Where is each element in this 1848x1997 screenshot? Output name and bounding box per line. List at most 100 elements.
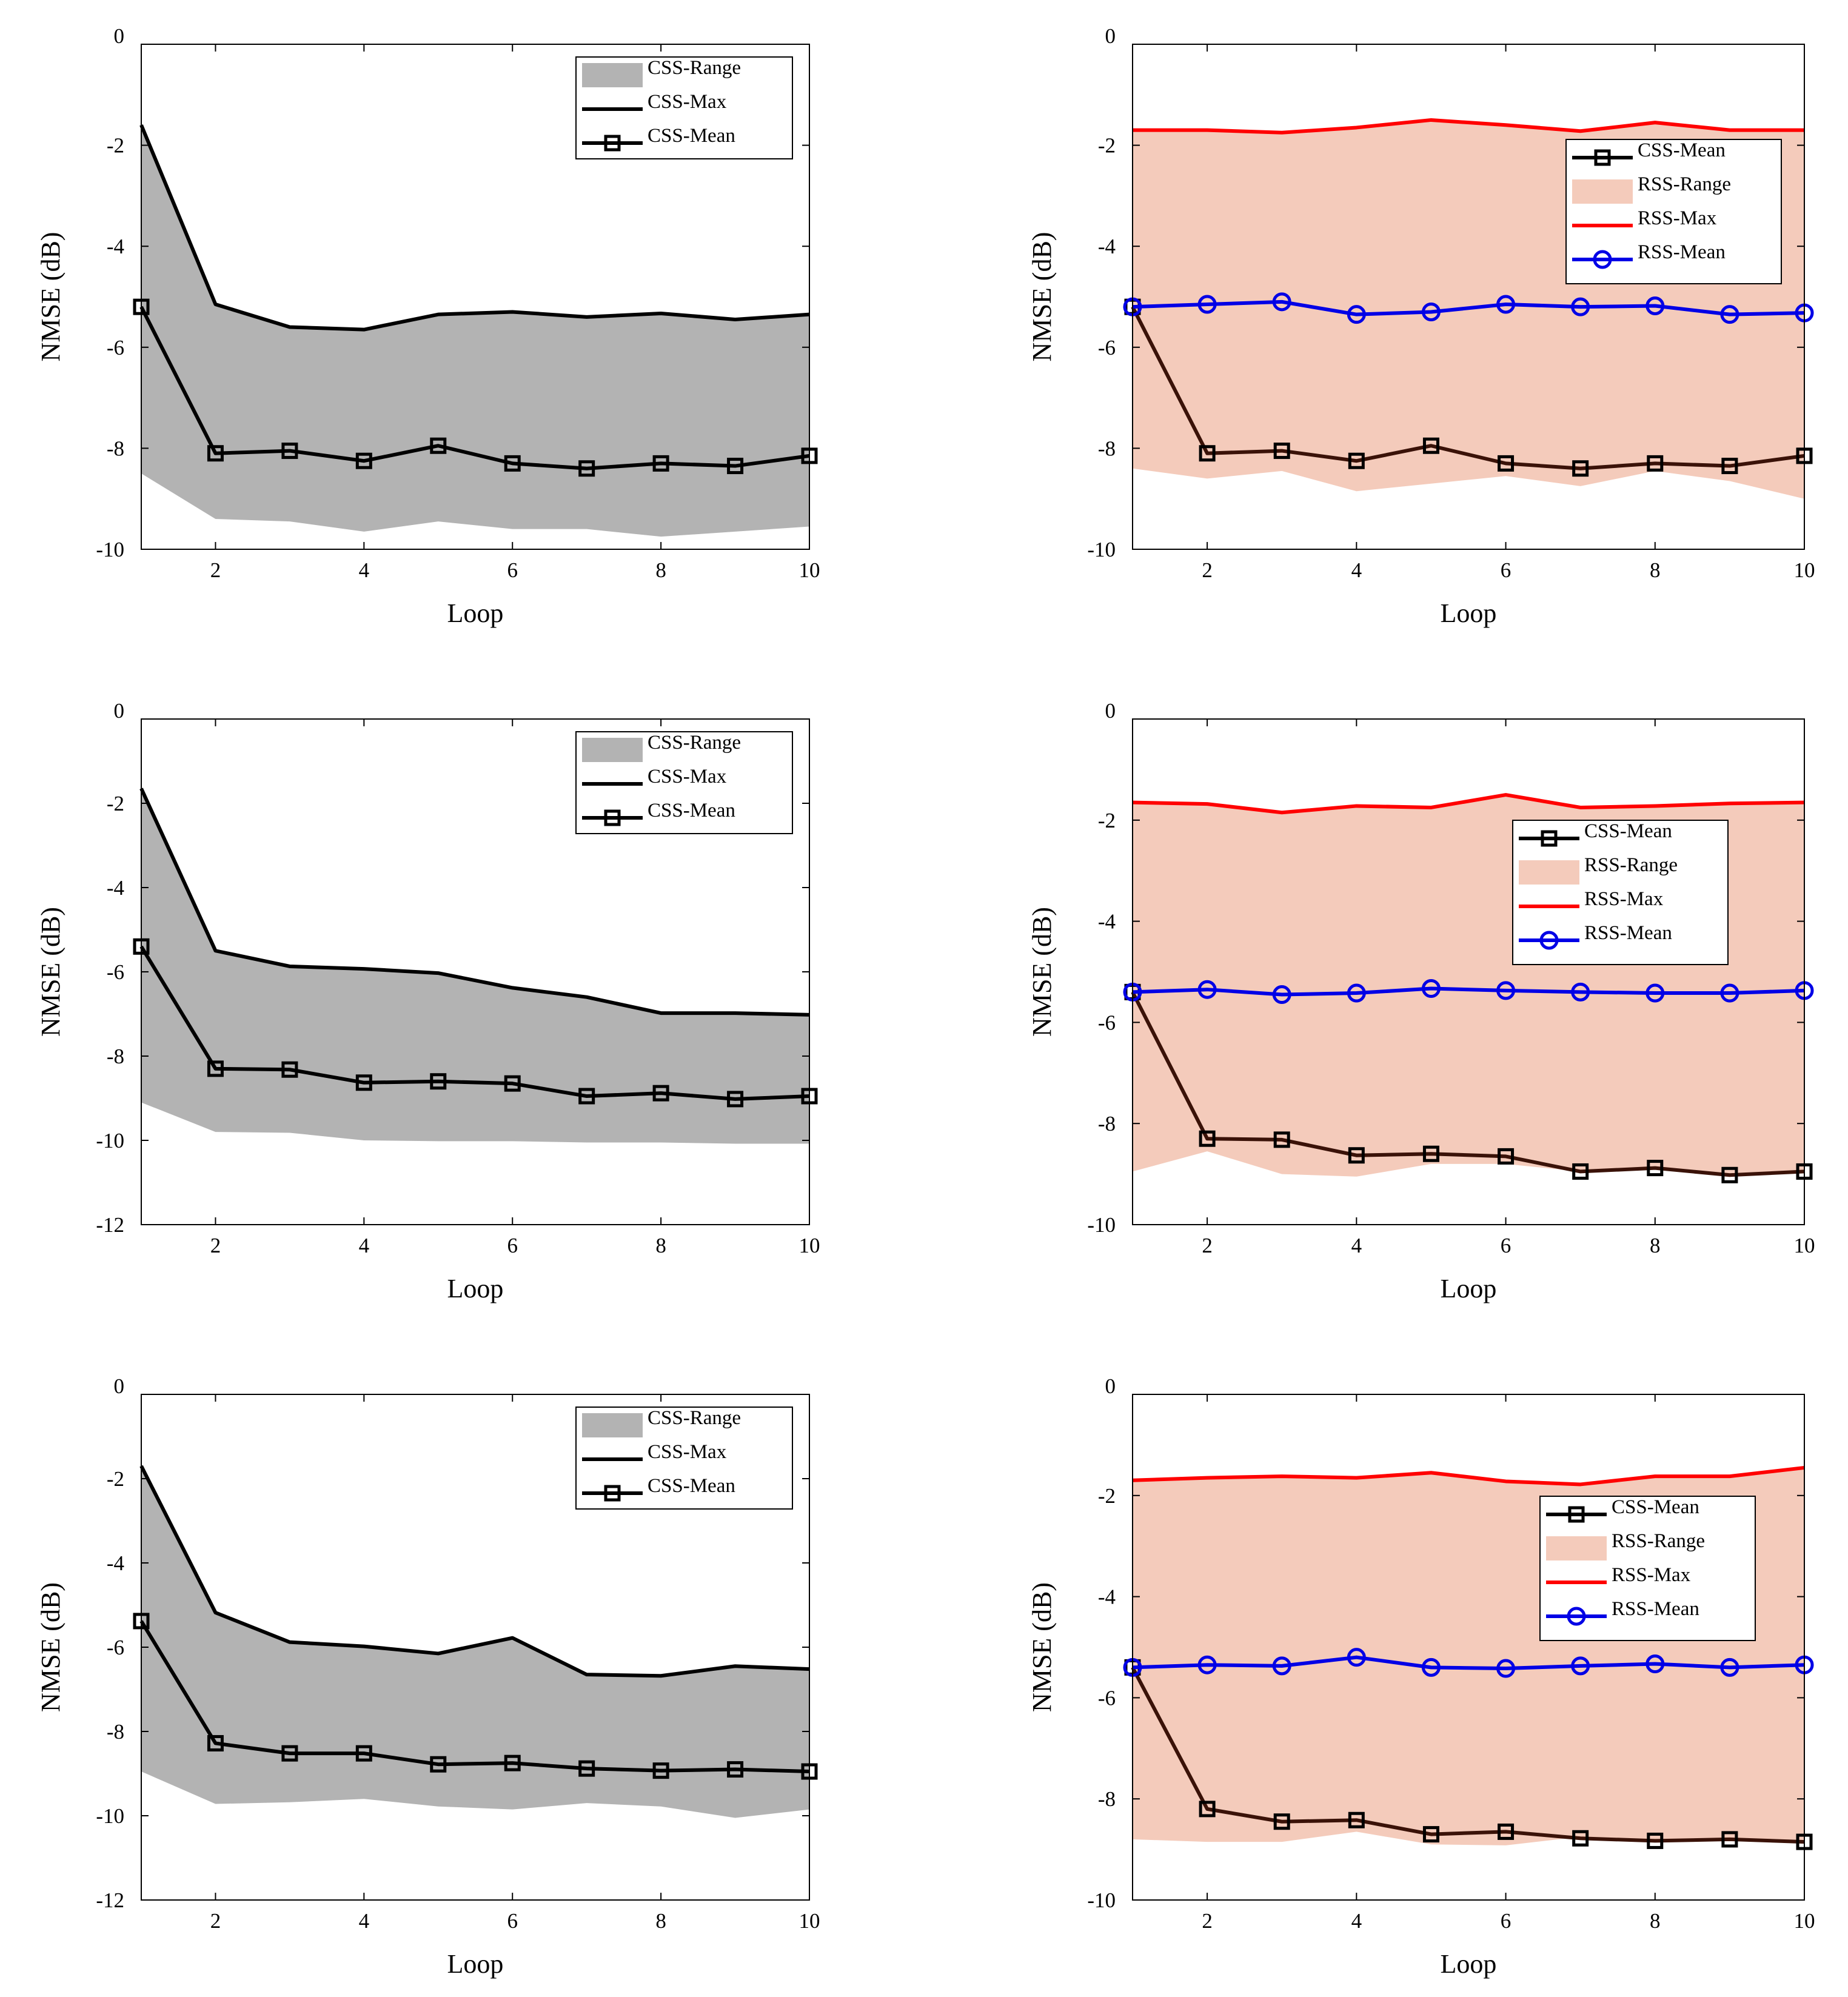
css-mean-marker bbox=[1348, 452, 1365, 469]
rss-mean-marker bbox=[1197, 980, 1217, 999]
legend-item: RSS-Max bbox=[1572, 207, 1717, 229]
rss-mean-marker bbox=[1496, 981, 1516, 1000]
x-tick-label: 4 bbox=[359, 1234, 370, 1257]
css-mean-marker bbox=[207, 1060, 224, 1077]
plot-frame bbox=[1132, 1394, 1805, 1901]
css-mean-marker bbox=[1273, 1131, 1290, 1148]
rss-mean-marker bbox=[1272, 985, 1291, 1005]
legend-swatch-circle bbox=[1567, 1607, 1586, 1626]
legend-swatch-square bbox=[1541, 830, 1558, 847]
css-mean-marker bbox=[727, 458, 744, 475]
legend-item: RSS-Mean bbox=[1572, 241, 1726, 269]
legend-swatch-band bbox=[582, 63, 643, 87]
legend: CSS-Range CSS-Max CSS-Mean bbox=[575, 731, 793, 834]
rss-mean-line bbox=[1132, 986, 1805, 997]
css-mean-marker bbox=[652, 1085, 669, 1102]
legend-label: CSS-Mean bbox=[1638, 139, 1726, 161]
css-mean-marker bbox=[430, 437, 447, 454]
legend-item: CSS-Mean bbox=[1546, 1496, 1699, 1523]
legend-swatch-band bbox=[582, 738, 643, 762]
legend-label: RSS-Mean bbox=[1584, 922, 1672, 944]
chart-bottom-right: 2 4 6 8 10 0 -2 -4 -6 -8 -10 Loop NMSE (dB) CSS-Mean R… bbox=[1027, 1374, 1815, 1979]
css-mean-marker bbox=[1348, 1147, 1365, 1164]
css-mean-marker bbox=[1422, 1145, 1439, 1162]
legend-swatch-band bbox=[1546, 1536, 1607, 1560]
y-axis-label: NMSE (dB) bbox=[36, 907, 65, 1037]
rss-mean-marker bbox=[1421, 1657, 1441, 1677]
css-max-line bbox=[139, 1465, 810, 1678]
y-tick-label: -10 bbox=[1087, 1888, 1116, 1912]
x-tick-label: 8 bbox=[1650, 558, 1661, 582]
rss-mean-marker bbox=[1571, 297, 1590, 316]
legend-item: RSS-Max bbox=[1519, 888, 1664, 910]
x-tick-label: 6 bbox=[507, 558, 518, 582]
css-range-band bbox=[141, 788, 809, 1144]
css-mean-marker bbox=[207, 445, 224, 462]
y-tick-label: -6 bbox=[107, 336, 124, 360]
legend-label: RSS-Range bbox=[1638, 173, 1731, 195]
y-tick-label: -2 bbox=[1098, 134, 1116, 158]
x-tick-label: 10 bbox=[799, 1234, 820, 1257]
css-mean-marker bbox=[652, 1762, 669, 1779]
legend-swatch-band bbox=[1572, 179, 1633, 204]
legend-swatch-square bbox=[604, 1485, 621, 1502]
css-mean-marker bbox=[281, 1061, 298, 1078]
legend-item: CSS-Range bbox=[582, 732, 741, 762]
css-mean-marker bbox=[578, 460, 595, 477]
x-tick-label: 4 bbox=[359, 558, 370, 582]
x-tick-label: 4 bbox=[1351, 558, 1362, 582]
css-mean-marker bbox=[1273, 1813, 1290, 1830]
legend-item: RSS-Mean bbox=[1519, 922, 1672, 950]
css-mean-marker bbox=[1422, 437, 1439, 454]
css-mean-marker bbox=[1199, 445, 1216, 462]
x-axis-label: Loop bbox=[1441, 1949, 1497, 1979]
css-mean-marker bbox=[1199, 1130, 1216, 1147]
y-axis-label: NMSE (dB) bbox=[36, 232, 65, 362]
legend-label: CSS-Range bbox=[648, 732, 741, 754]
rss-mean-marker bbox=[1272, 1656, 1291, 1676]
y-axis-label: NMSE (dB) bbox=[36, 1582, 65, 1712]
css-range-band bbox=[141, 125, 809, 537]
legend-label: RSS-Mean bbox=[1612, 1598, 1699, 1620]
css-max-line bbox=[139, 788, 810, 1017]
css-mean-marker bbox=[1422, 1826, 1439, 1843]
css-mean-marker bbox=[355, 1074, 372, 1091]
rss-mean-marker bbox=[1720, 1657, 1739, 1677]
css-mean-marker bbox=[652, 455, 669, 472]
legend-item: RSS-Range bbox=[1572, 173, 1731, 204]
y-tick-label: -4 bbox=[1098, 1585, 1116, 1609]
y-tick-label: 0 bbox=[1105, 699, 1116, 723]
legend-item: CSS-Mean bbox=[1572, 139, 1726, 166]
css-mean-marker bbox=[504, 1754, 521, 1771]
css-mean-line bbox=[1131, 991, 1805, 1177]
css-mean-marker bbox=[727, 1761, 744, 1778]
y-tick-label: -12 bbox=[96, 1213, 124, 1237]
y-tick-label: -2 bbox=[1098, 809, 1116, 832]
css-mean-marker bbox=[430, 1756, 447, 1773]
x-tick-label: 2 bbox=[210, 1234, 221, 1257]
y-tick-label: -4 bbox=[107, 1551, 124, 1575]
css-mean-marker bbox=[1498, 1823, 1515, 1840]
legend-item: CSS-Max bbox=[582, 91, 727, 113]
y-tick-label: -6 bbox=[1098, 1011, 1116, 1034]
rss-mean-line bbox=[1132, 299, 1805, 316]
legend-label: CSS-Mean bbox=[648, 125, 735, 147]
css-mean-marker bbox=[1721, 1166, 1738, 1183]
css-mean-marker bbox=[504, 1075, 521, 1092]
legend-swatch-square bbox=[604, 809, 621, 826]
legend-item: RSS-Range bbox=[1519, 854, 1678, 885]
legend-label: CSS-Mean bbox=[1612, 1496, 1699, 1518]
y-tick-label: -10 bbox=[96, 1804, 124, 1828]
y-tick-label: -6 bbox=[107, 1636, 124, 1659]
css-mean-marker bbox=[1273, 443, 1290, 460]
x-tick-label: 8 bbox=[655, 558, 666, 582]
legend-item: CSS-Mean bbox=[582, 125, 735, 152]
rss-mean-marker bbox=[1421, 979, 1441, 998]
plot-frame bbox=[1132, 718, 1805, 1225]
x-axis-label: Loop bbox=[1441, 598, 1497, 628]
rss-mean-marker bbox=[1720, 305, 1739, 324]
x-axis-label: Loop bbox=[447, 598, 504, 628]
legend: CSS-Range CSS-Max CSS-Mean bbox=[575, 1407, 793, 1510]
y-tick-label: -8 bbox=[1098, 437, 1116, 460]
y-tick-label: -2 bbox=[107, 134, 124, 158]
